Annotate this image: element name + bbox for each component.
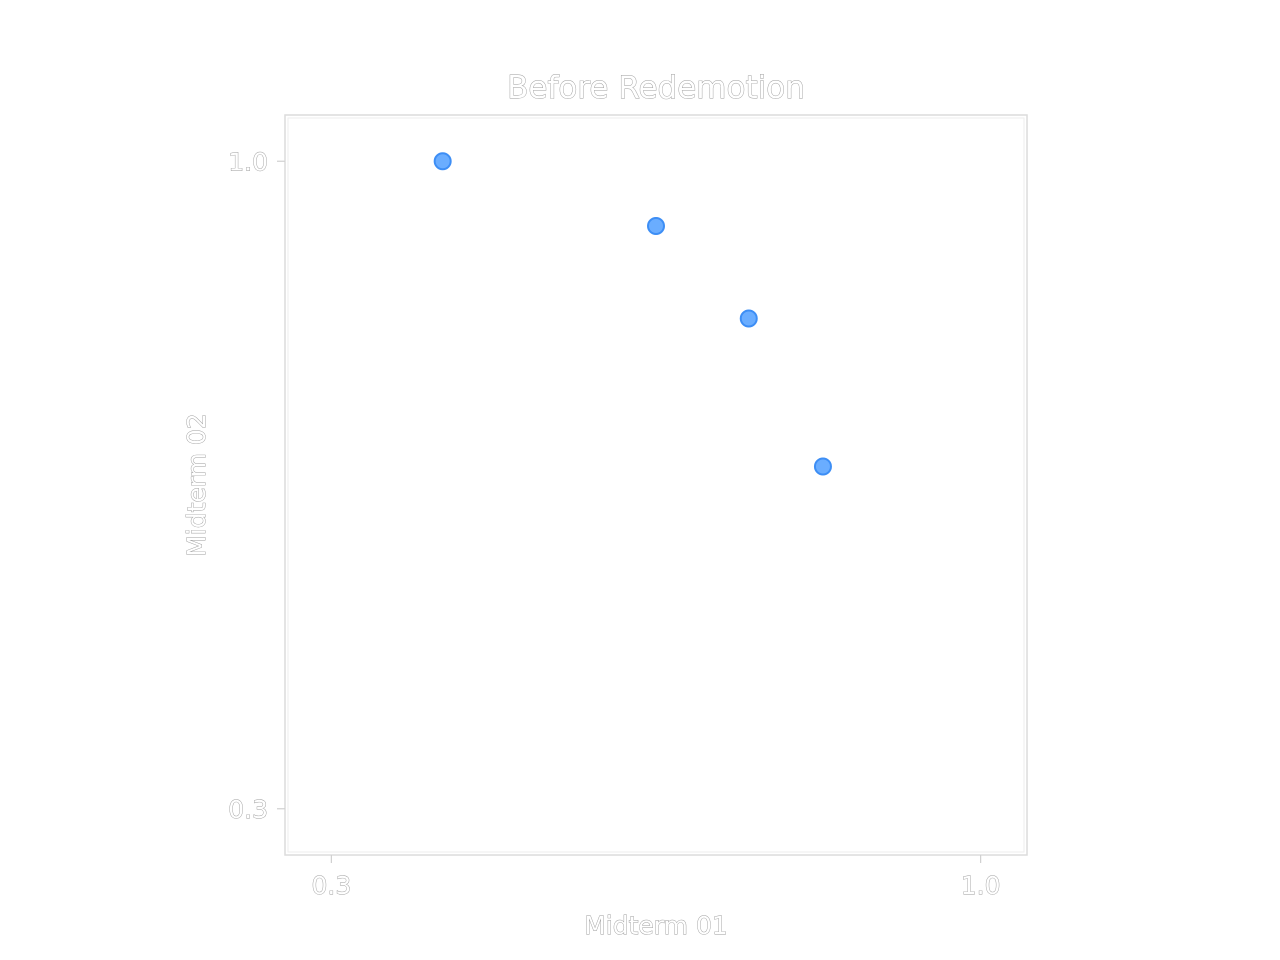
x-axis-label: Midterm 01	[584, 911, 728, 940]
x-tick-label: 0.3	[311, 871, 351, 900]
data-point	[433, 152, 452, 171]
y-axis-label: Midterm 02	[182, 413, 211, 557]
plot-frame-inner	[287, 117, 1025, 853]
data-point	[739, 309, 758, 328]
x-tick-label: 1.0	[961, 871, 1001, 900]
data-point	[647, 217, 665, 235]
data-points	[433, 152, 832, 476]
plot-frame	[284, 114, 1028, 856]
y-tick-label: 0.3	[228, 795, 268, 824]
x-axis-ticks: 0.3 1.0	[311, 855, 1001, 900]
y-tick-label: 1.0	[228, 147, 268, 176]
y-axis-ticks: 0.3 1.0	[228, 147, 285, 824]
chart-title: Before Redemotion	[507, 70, 805, 106]
data-point	[813, 457, 832, 476]
